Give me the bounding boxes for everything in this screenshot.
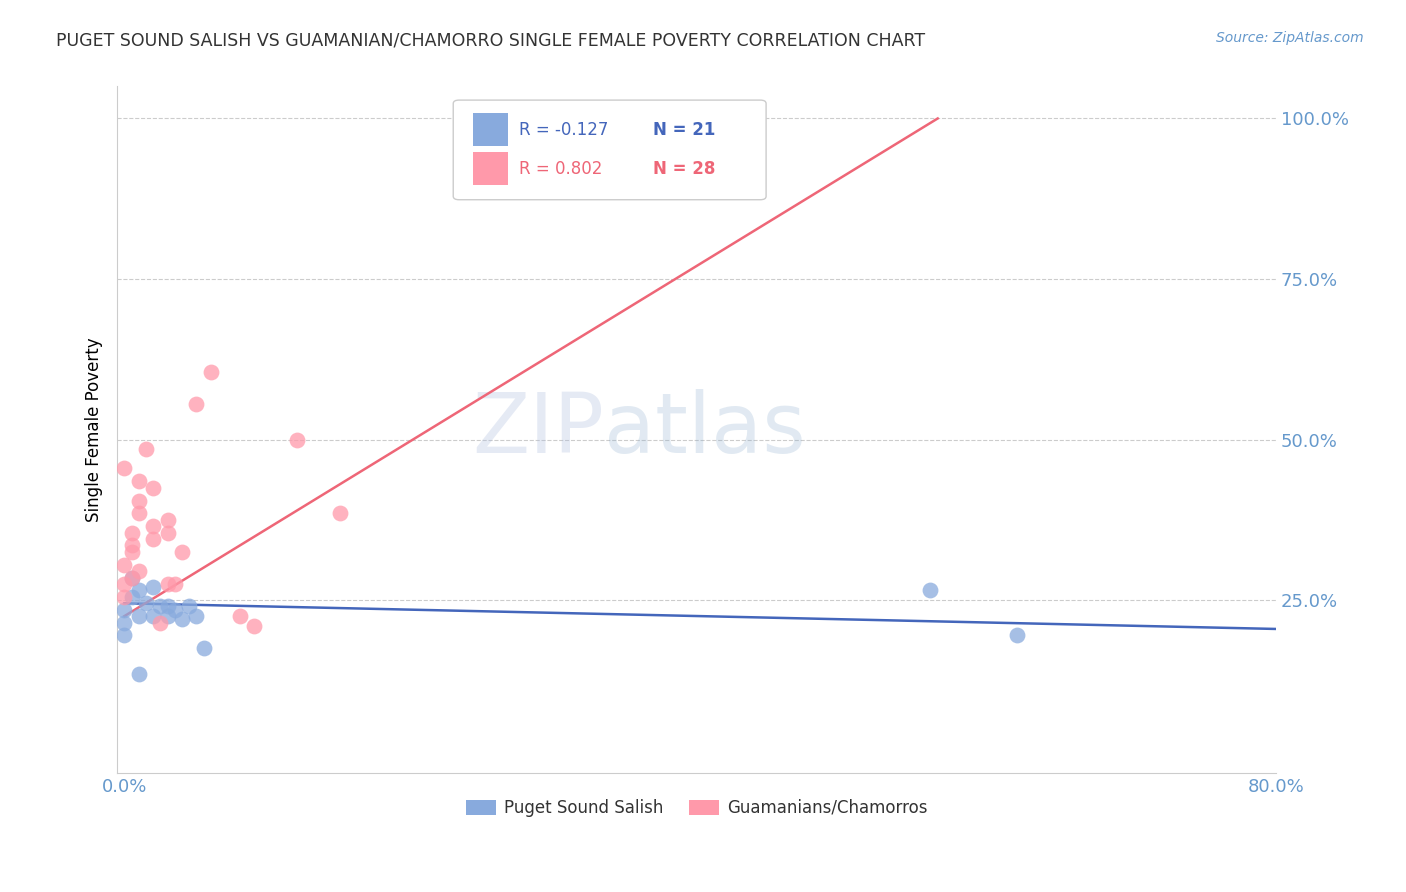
Point bbox=[156, 577, 179, 591]
Point bbox=[149, 599, 172, 614]
Text: R = 0.802: R = 0.802 bbox=[519, 160, 603, 178]
Point bbox=[156, 599, 179, 614]
Point bbox=[142, 580, 165, 594]
Point bbox=[121, 539, 143, 553]
Point bbox=[142, 609, 165, 624]
Text: Source: ZipAtlas.com: Source: ZipAtlas.com bbox=[1216, 31, 1364, 45]
Point bbox=[1005, 628, 1028, 642]
Point bbox=[135, 442, 157, 457]
Point bbox=[128, 564, 150, 578]
Point bbox=[285, 433, 308, 447]
Point bbox=[156, 609, 179, 624]
Point bbox=[128, 583, 150, 598]
Point bbox=[163, 577, 186, 591]
Point bbox=[121, 525, 143, 540]
Text: N = 28: N = 28 bbox=[652, 160, 714, 178]
FancyBboxPatch shape bbox=[472, 153, 508, 186]
Point bbox=[193, 641, 215, 656]
Point bbox=[179, 599, 201, 614]
Point bbox=[170, 545, 193, 559]
Point bbox=[112, 461, 135, 475]
Text: ZIP: ZIP bbox=[472, 390, 603, 470]
Point bbox=[142, 481, 165, 495]
Point bbox=[112, 558, 135, 572]
Point bbox=[135, 596, 157, 610]
Point bbox=[121, 571, 143, 585]
Point bbox=[121, 571, 143, 585]
FancyBboxPatch shape bbox=[472, 113, 508, 146]
Point bbox=[121, 590, 143, 604]
Point bbox=[112, 577, 135, 591]
Point bbox=[128, 507, 150, 521]
Y-axis label: Single Female Poverty: Single Female Poverty bbox=[86, 337, 103, 522]
Point bbox=[170, 612, 193, 626]
Text: N = 21: N = 21 bbox=[652, 120, 714, 138]
Point bbox=[228, 609, 250, 624]
Point bbox=[142, 532, 165, 546]
Point bbox=[128, 493, 150, 508]
Point bbox=[112, 628, 135, 642]
Point bbox=[243, 619, 266, 633]
Point bbox=[186, 609, 208, 624]
Point bbox=[156, 525, 179, 540]
Point bbox=[920, 583, 942, 598]
Point bbox=[128, 609, 150, 624]
Point bbox=[163, 603, 186, 617]
Legend: Puget Sound Salish, Guamanians/Chamorros: Puget Sound Salish, Guamanians/Chamorros bbox=[460, 792, 934, 823]
Point bbox=[128, 666, 150, 681]
Point bbox=[112, 615, 135, 630]
Text: atlas: atlas bbox=[603, 390, 806, 470]
Point bbox=[329, 507, 352, 521]
Point bbox=[112, 590, 135, 604]
Text: PUGET SOUND SALISH VS GUAMANIAN/CHAMORRO SINGLE FEMALE POVERTY CORRELATION CHART: PUGET SOUND SALISH VS GUAMANIAN/CHAMORRO… bbox=[56, 31, 925, 49]
Point bbox=[186, 397, 208, 411]
Point bbox=[128, 475, 150, 489]
Point bbox=[149, 615, 172, 630]
Text: R = -0.127: R = -0.127 bbox=[519, 120, 609, 138]
Point bbox=[156, 513, 179, 527]
Point bbox=[112, 603, 135, 617]
FancyBboxPatch shape bbox=[453, 100, 766, 200]
Point bbox=[121, 545, 143, 559]
Point bbox=[142, 519, 165, 533]
Point bbox=[200, 365, 222, 379]
